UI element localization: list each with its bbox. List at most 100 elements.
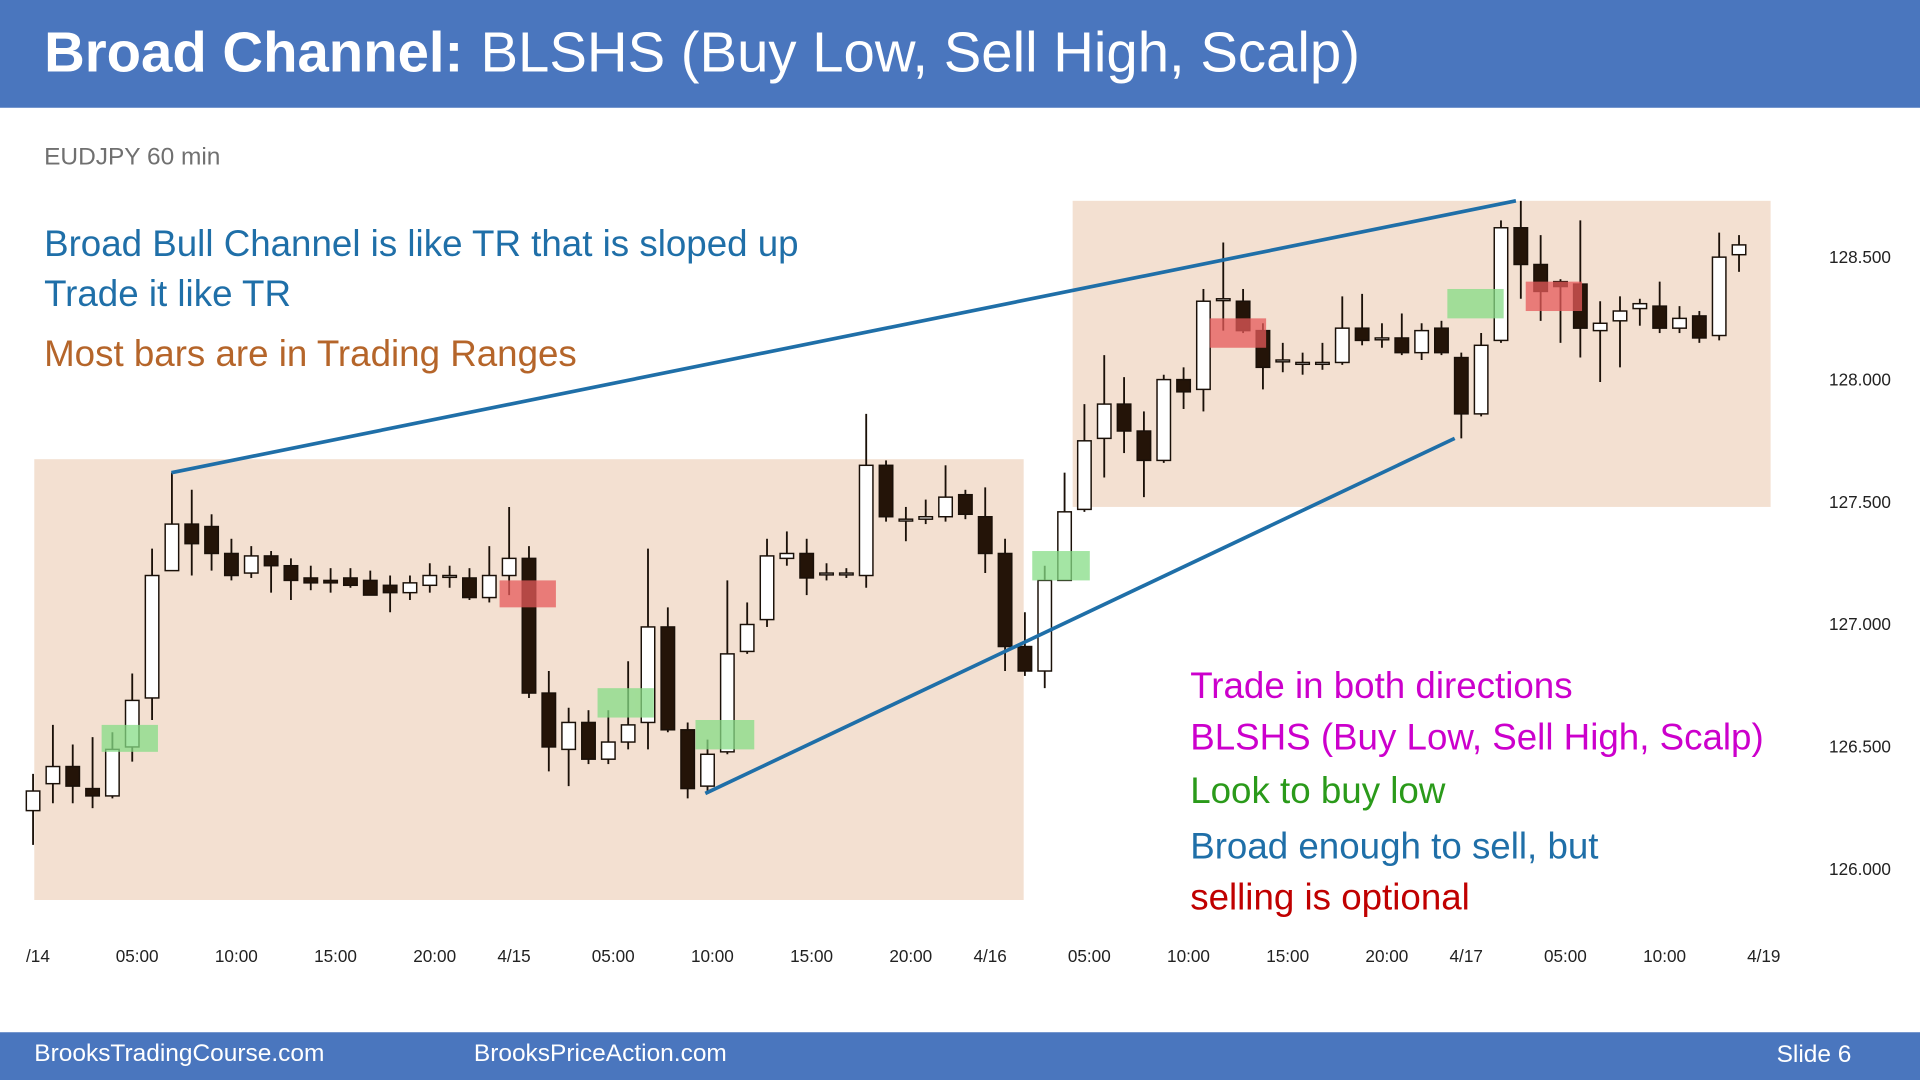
channel-line [704,436,1456,796]
buy-zone [101,724,158,752]
slide-number: Slide 6 [1777,1041,1852,1068]
candle-body [164,523,180,572]
candle-body [204,525,220,555]
candle-body [402,582,418,594]
candle-body [898,518,914,522]
candle-body [1314,361,1330,366]
annotation: Trade it like TR [44,273,291,314]
candle-body [1076,440,1092,511]
candle-body [1116,403,1132,432]
annotation: Broad enough to sell, but [1190,825,1598,866]
highlights [101,281,1583,752]
candle-body [1354,327,1370,342]
candle-body [581,721,596,760]
candle-body [819,572,834,576]
candle-body [541,692,557,748]
candle-body [1414,329,1430,354]
candle-body [1275,359,1291,363]
candles [25,200,1747,845]
candle-body [1037,579,1053,672]
y-tick-label: 128.500 [1829,247,1891,267]
candle-body [1334,327,1350,364]
candle-body [938,496,954,518]
candle-body [1513,227,1529,266]
candle-body [957,493,973,516]
annotation: BLSHS (Buy Low, Sell High, Scalp) [1190,716,1763,757]
x-tick-label: 20:00 [889,946,932,966]
candle-body [521,557,537,694]
y-tick-label: 127.500 [1829,492,1891,512]
candle-body [243,555,259,574]
candle-body [223,552,239,577]
x-tick-label: 10:00 [215,946,258,966]
candle-body [1711,256,1727,337]
candle-body [1295,361,1311,366]
candle-body [878,464,894,518]
candle-body [283,564,299,582]
annotations: Broad Bull Channel is like TR that is sl… [44,223,1764,918]
candle-body [1592,322,1608,332]
candle-body [1731,244,1747,256]
candle-body [1176,378,1192,393]
x-tick-label: 4/16 [973,946,1006,966]
x-tick-label: 4/17 [1450,946,1483,966]
title-rest: BLSHS (Buy Low, Sell High, Scalp) [480,20,1359,83]
buy-zone [597,688,654,718]
candle-body [1136,430,1152,462]
channel-line [171,199,1517,475]
candle-body [1652,305,1668,329]
x-tick-label: 05:00 [592,946,635,966]
candle-body [620,724,636,743]
chart-subtitle: EUDJPY 60 min [44,143,220,170]
annotation: Trade in both directions [1190,665,1572,706]
candle-body [997,552,1013,648]
x-tick-label: 15:00 [314,946,357,966]
candle-body [342,577,358,587]
candle-body [1473,344,1489,415]
candle-body [461,577,477,599]
candle-body [144,574,160,699]
candle-body [600,741,616,760]
candle-body [1195,300,1211,391]
slide-title: Broad Channel: BLSHS (Buy Low, Sell High,… [44,20,1360,83]
title-bold: Broad Channel: [44,20,463,83]
candle-body [1493,227,1509,342]
candle-body [382,584,398,594]
x-tick-label: 10:00 [1643,946,1686,966]
candle-body [65,765,81,787]
candle-body [1433,327,1449,354]
x-tick-label: /14 [26,946,50,966]
candle-body [680,729,696,790]
candle-body [45,765,61,785]
candle-body [184,523,200,545]
candle-body [422,574,438,587]
candle-body [1096,403,1112,440]
candle-body [85,787,101,797]
x-tick-label: 05:00 [116,946,159,966]
footer-left: BrooksTradingCourse.com [34,1040,324,1067]
buy-zone [1032,551,1090,581]
candle-body [561,721,577,751]
x-tick-label: 10:00 [691,946,734,966]
x-tick-label: 15:00 [790,946,833,966]
candle-body [739,623,755,653]
y-tick-label: 128.000 [1829,369,1891,389]
candle-body [362,579,378,596]
sell-zone [1209,318,1267,348]
candle-body [799,552,815,579]
candle-body [700,753,715,787]
y-tick-label: 127.000 [1829,614,1891,634]
candle-body [1215,298,1231,302]
annotation: Most bars are in Trading Ranges [44,333,577,374]
footer-center: BrooksPriceAction.com [474,1040,727,1067]
x-tick-label: 20:00 [1365,946,1408,966]
candle-body [660,626,676,731]
candle-body [323,579,339,584]
candle-body [263,555,279,567]
candle-body [1632,302,1648,310]
candle-body [303,577,319,584]
x-tick-label: 4/19 [1747,946,1780,966]
y-tick-label: 126.500 [1829,737,1891,757]
candle-body [1453,356,1469,415]
